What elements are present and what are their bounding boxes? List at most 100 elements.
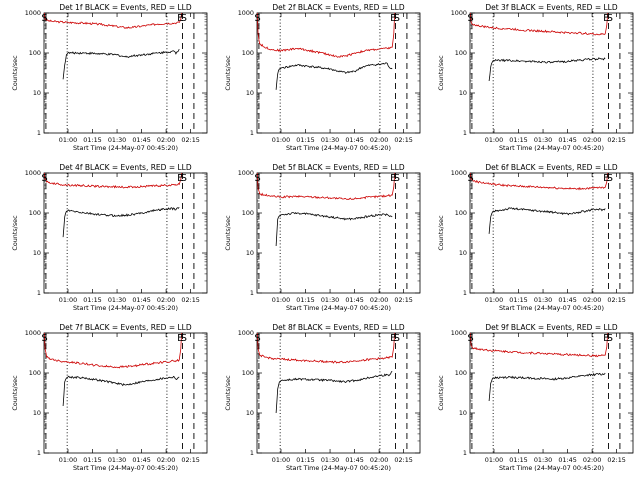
event-marker-label: S: [467, 333, 473, 344]
detector-chart-svg: Det 3f BLACK = Events, RED = LLD 1 10 100 10…: [437, 3, 634, 152]
x-axis-label: Start Time (24-May-07 00:45:20): [286, 464, 391, 472]
x-tick-label: 01:30: [534, 456, 552, 464]
y-tick-label: 100: [242, 209, 254, 217]
x-tick-label: 02:00: [370, 296, 388, 304]
x-tick-label: 02:00: [370, 136, 388, 144]
events-series-line: [275, 211, 393, 247]
detector-chart-svg: Det 1f BLACK = Events, RED = LLD 1 10 100 10…: [11, 3, 208, 152]
y-tick-label: 100: [242, 369, 254, 377]
x-tick-label: 02:00: [583, 296, 601, 304]
event-marker-label: S: [394, 13, 400, 24]
x-tick-label: 01:45: [132, 136, 150, 144]
x-tick-label: 01:15: [509, 136, 527, 144]
x-tick-label: 01:00: [272, 296, 290, 304]
plot-frame: [469, 332, 634, 454]
event-marker-label: S: [394, 333, 400, 344]
x-tick-label: 01:45: [345, 456, 363, 464]
event-marker-label: S: [467, 13, 473, 24]
y-tick-label: 1000: [451, 9, 467, 17]
event-marker-label: S: [41, 333, 47, 344]
detector-chart-svg: Det 6f BLACK = Events, RED = LLD 1 10 100 10…: [437, 163, 634, 312]
x-tick-label: 01:00: [485, 296, 503, 304]
chart-panel-7: Det 7f BLACK = Events, RED = LLD 1 10 100 10…: [0, 320, 213, 480]
events-series-line: [275, 370, 393, 414]
x-axis-label: Start Time (24-May-07 00:45:20): [286, 304, 391, 312]
y-tick-label: 1: [463, 129, 467, 137]
y-tick-label: 1000: [238, 169, 254, 177]
x-tick-label: 01:15: [296, 296, 314, 304]
lld-series-line: [469, 172, 609, 191]
lld-series-line: [256, 12, 396, 58]
chart-title: Det 3f BLACK = Events, RED = LLD: [485, 3, 618, 12]
x-tick-label: 01:15: [83, 456, 101, 464]
x-tick-label: 01:15: [509, 456, 527, 464]
x-tick-label: 02:00: [370, 456, 388, 464]
y-tick-label: 100: [29, 369, 41, 377]
y-tick-label: 10: [246, 249, 254, 257]
y-tick-label: 1000: [451, 329, 467, 337]
y-tick-label: 1: [37, 129, 41, 137]
x-tick-label: 01:00: [59, 456, 77, 464]
chart-panel-2: Det 2f BLACK = Events, RED = LLD 1 10 100 10…: [213, 0, 426, 160]
event-marker-label: S: [181, 173, 187, 184]
x-axis-label: Start Time (24-May-07 00:45:20): [499, 144, 604, 152]
y-tick-label: 1000: [25, 329, 41, 337]
event-marker-label: S: [41, 13, 47, 24]
events-series-line: [62, 48, 180, 80]
x-axis-label: Start Time (24-May-07 00:45:20): [73, 144, 178, 152]
plot-frame: [469, 172, 634, 294]
x-tick-label: 01:30: [108, 296, 126, 304]
x-tick-label: 01:30: [321, 136, 339, 144]
x-tick-label: 01:15: [296, 456, 314, 464]
y-axis-label: Counts/sec: [11, 375, 19, 411]
x-tick-label: 01:15: [83, 136, 101, 144]
events-series-line: [488, 57, 606, 82]
y-tick-label: 100: [29, 209, 41, 217]
x-axis-label: Start Time (24-May-07 00:45:20): [286, 144, 391, 152]
y-tick-label: 1: [463, 449, 467, 457]
event-marker-label: E: [603, 333, 609, 344]
chart-panel-6: Det 6f BLACK = Events, RED = LLD 1 10 100 10…: [426, 160, 639, 320]
x-tick-label: 01:45: [558, 296, 576, 304]
chart-title: Det 5f BLACK = Events, RED = LLD: [272, 163, 405, 172]
plot-frame: [256, 12, 421, 134]
y-tick-label: 10: [459, 409, 467, 417]
x-tick-label: 02:00: [157, 296, 175, 304]
events-series-line: [62, 206, 180, 238]
x-tick-label: 01:30: [321, 456, 339, 464]
lld-series-line: [256, 172, 396, 200]
x-tick-label: 01:30: [108, 456, 126, 464]
event-marker-label: E: [177, 13, 183, 24]
chart-title: Det 1f BLACK = Events, RED = LLD: [59, 3, 192, 12]
event-marker-label: S: [394, 173, 400, 184]
y-axis-label: Counts/sec: [224, 375, 232, 411]
lld-series-line: [256, 332, 396, 364]
event-marker-label: E: [603, 173, 609, 184]
x-tick-label: 01:15: [83, 296, 101, 304]
plot-frame: [256, 332, 421, 454]
x-tick-label: 01:45: [558, 136, 576, 144]
detector-chart-svg: Det 8f BLACK = Events, RED = LLD 1 10 100 10…: [224, 323, 421, 472]
x-tick-label: 01:45: [558, 456, 576, 464]
x-tick-label: 02:00: [157, 456, 175, 464]
event-marker-label: S: [254, 13, 260, 24]
event-marker-label: S: [41, 173, 47, 184]
event-marker-label: E: [603, 13, 609, 24]
y-tick-label: 100: [29, 49, 41, 57]
event-marker-label: S: [607, 13, 613, 24]
chart-panel-1: Det 1f BLACK = Events, RED = LLD 1 10 100 10…: [0, 0, 213, 160]
x-tick-label: 01:45: [132, 296, 150, 304]
y-tick-label: 1: [250, 449, 254, 457]
y-tick-label: 1: [250, 129, 254, 137]
y-tick-label: 1: [37, 449, 41, 457]
plot-frame: [43, 172, 208, 294]
chart-title: Det 9f BLACK = Events, RED = LLD: [485, 323, 618, 332]
lld-series-line: [43, 12, 183, 29]
x-tick-label: 02:00: [157, 136, 175, 144]
y-tick-label: 100: [455, 209, 467, 217]
event-marker-label: E: [390, 173, 396, 184]
x-tick-label: 01:15: [296, 136, 314, 144]
plot-frame: [469, 12, 634, 134]
x-tick-label: 01:45: [345, 136, 363, 144]
